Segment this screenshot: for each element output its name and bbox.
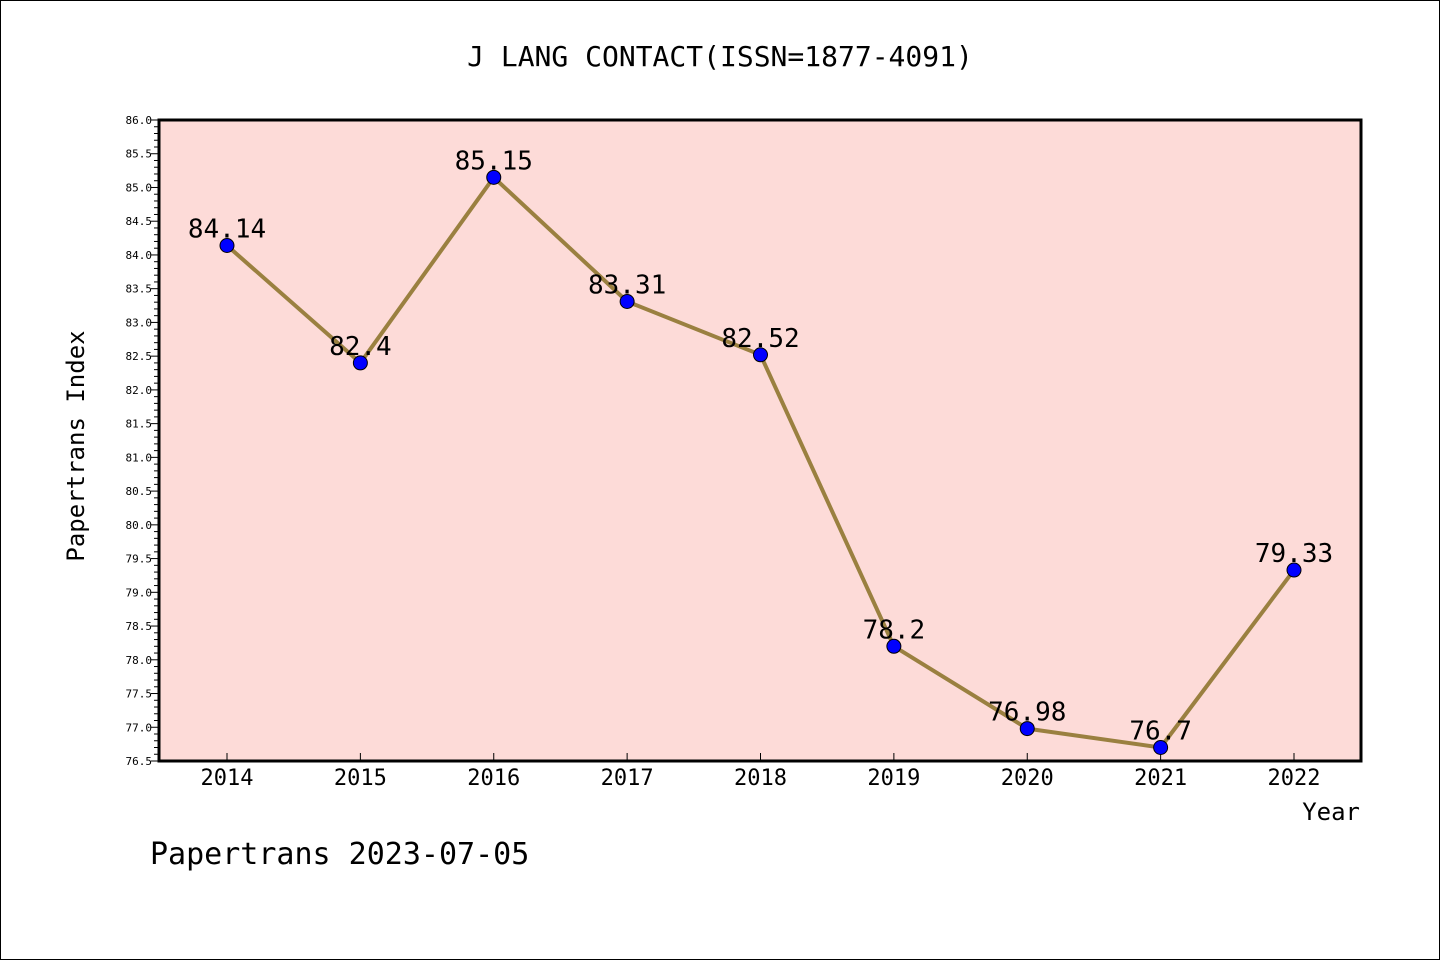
y-tick-label: 81.0 <box>126 451 153 464</box>
y-tick-label: 82.5 <box>126 350 153 363</box>
y-axis-label: Papertrans Index <box>62 330 90 561</box>
x-tick-label: 2014 <box>201 766 254 791</box>
data-labels: 84.14 82.4 85.15 83.31 82.52 78.2 76.98 76.7 79.… <box>188 146 1333 746</box>
data-point-2014 <box>219 238 235 254</box>
plot-area <box>159 120 1361 761</box>
y-tick-label: 76.5 <box>126 755 153 768</box>
data-label-2014: 84.14 <box>188 215 266 245</box>
x-tick-label: 2018 <box>734 766 787 791</box>
x-tick-label: 2015 <box>334 766 387 791</box>
data-label-2022: 79.33 <box>1255 539 1333 569</box>
data-point-2020 <box>1019 721 1035 737</box>
plot-border <box>157 118 1363 763</box>
data-label-2018: 82.52 <box>721 324 799 354</box>
x-tick-label: 2016 <box>467 766 520 791</box>
data-point-2015 <box>352 355 368 371</box>
data-label-2016: 85.15 <box>455 146 533 176</box>
y-tick-label: 79.0 <box>126 586 153 599</box>
y-tick-label: 84.5 <box>126 215 153 228</box>
y-tick-label: 77.5 <box>126 688 153 701</box>
data-point-2021 <box>1153 740 1169 756</box>
data-point-2017 <box>619 294 635 310</box>
y-tick-label: 80.0 <box>126 519 153 532</box>
y-tick-label: 84.0 <box>126 249 153 262</box>
data-label-2020: 76.98 <box>988 698 1066 728</box>
data-label-2019: 78.2 <box>863 615 926 645</box>
data-point-2022 <box>1286 562 1302 578</box>
chart-title: J LANG CONTACT(ISSN=1877-4091) <box>467 40 973 73</box>
y-tick-label: 82.0 <box>126 384 153 397</box>
y-tick-label: 85.0 <box>126 181 153 194</box>
footer-text: Papertrans 2023-07-05 <box>150 837 529 872</box>
x-axis: 2014 2015 2016 2017 2018 2019 2020 2021 2022 <box>201 753 1321 791</box>
data-point-2018 <box>753 347 768 363</box>
data-point-2016 <box>486 169 502 185</box>
x-tick-label: 2021 <box>1134 766 1187 791</box>
y-tick-label: 78.5 <box>126 620 153 633</box>
y-tick-label: 83.0 <box>126 316 153 329</box>
x-tick-label: 2022 <box>1268 766 1321 791</box>
x-tick-label: 2020 <box>1001 766 1054 791</box>
y-axis: 76.5 77.0 77.5 78.0 78.5 79.0 79.5 80.0 80.5 81.0… <box>126 114 159 768</box>
x-axis-label: Year <box>1302 798 1360 826</box>
y-tick-label: 80.5 <box>126 485 153 498</box>
y-tick-label: 86.0 <box>126 114 153 127</box>
data-points <box>219 169 1302 756</box>
data-label-2017: 83.31 <box>588 271 666 301</box>
y-tick-label: 78.0 <box>126 654 153 667</box>
x-tick-label: 2019 <box>867 766 920 791</box>
y-tick-label: 77.0 <box>126 721 153 734</box>
data-point-2019 <box>886 638 902 654</box>
x-tick-label: 2017 <box>601 766 654 791</box>
data-label-2015: 82.4 <box>329 332 392 362</box>
y-tick-label: 79.5 <box>126 553 153 566</box>
y-tick-label: 81.5 <box>126 418 153 431</box>
y-tick-label: 83.5 <box>126 283 153 296</box>
y-tick-label: 85.5 <box>126 148 153 161</box>
data-label-2021: 76.7 <box>1129 717 1192 747</box>
